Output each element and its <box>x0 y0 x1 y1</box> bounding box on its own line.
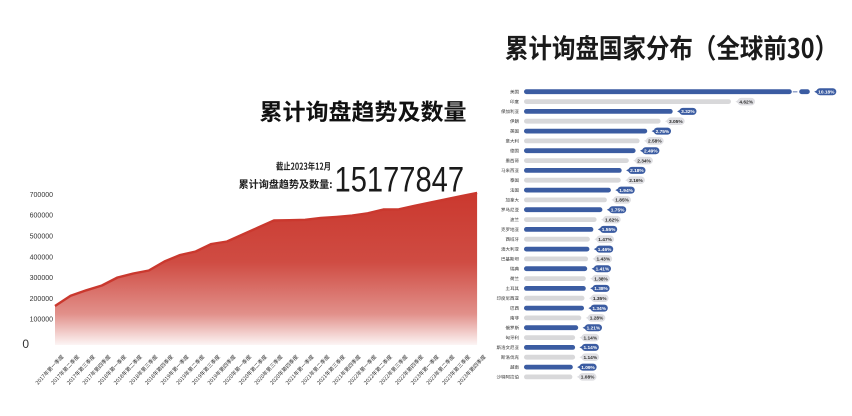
svg-text:1.75%: 1.75% <box>611 207 625 213</box>
svg-text:10.18%: 10.18% <box>818 90 835 96</box>
svg-text:1.47%: 1.47% <box>598 237 612 243</box>
svg-text:1.85%: 1.85% <box>615 198 629 204</box>
svg-text:0: 0 <box>22 337 29 351</box>
svg-text:1.09%: 1.09% <box>581 365 595 371</box>
svg-text:200000: 200000 <box>30 296 53 303</box>
svg-text:1.21%: 1.21% <box>587 325 601 331</box>
svg-text:1.34%: 1.34% <box>592 306 606 312</box>
svg-text:1.38%: 1.38% <box>594 286 608 292</box>
svg-text:1.14%: 1.14% <box>583 355 597 361</box>
svg-text:1.62%: 1.62% <box>605 217 619 223</box>
svg-text:2.34%: 2.34% <box>637 158 651 164</box>
svg-text:1.14%: 1.14% <box>583 345 597 351</box>
svg-text:1.46%: 1.46% <box>598 247 612 253</box>
svg-text:2.49%: 2.49% <box>644 148 658 154</box>
svg-text:1.14%: 1.14% <box>583 335 597 341</box>
svg-text:400000: 400000 <box>30 254 53 261</box>
svg-text:1.08%: 1.08% <box>581 375 595 381</box>
svg-text:1.94%: 1.94% <box>619 188 633 194</box>
svg-text:1.28%: 1.28% <box>590 316 604 322</box>
svg-text:600000: 600000 <box>30 213 53 220</box>
svg-text:500000: 500000 <box>30 234 53 241</box>
svg-text:2.75%: 2.75% <box>656 129 670 135</box>
svg-text:700000: 700000 <box>30 192 53 199</box>
svg-text:300000: 300000 <box>30 275 53 282</box>
svg-text:2.16%: 2.16% <box>629 178 643 184</box>
svg-text:1.35%: 1.35% <box>593 296 607 302</box>
svg-text:1.43%: 1.43% <box>596 257 610 263</box>
svg-text:4.62%: 4.62% <box>739 99 753 105</box>
svg-text:1.38%: 1.38% <box>594 276 608 282</box>
svg-text:1.55%: 1.55% <box>602 227 616 233</box>
svg-text:2.18%: 2.18% <box>630 168 644 174</box>
svg-text:100000: 100000 <box>30 317 53 324</box>
svg-text:3.05%: 3.05% <box>669 119 683 125</box>
svg-text:2.58%: 2.58% <box>648 139 662 145</box>
svg-text:1.41%: 1.41% <box>596 266 610 272</box>
svg-text:15177847: 15177847 <box>335 160 465 199</box>
svg-text:3.32%: 3.32% <box>681 109 695 115</box>
